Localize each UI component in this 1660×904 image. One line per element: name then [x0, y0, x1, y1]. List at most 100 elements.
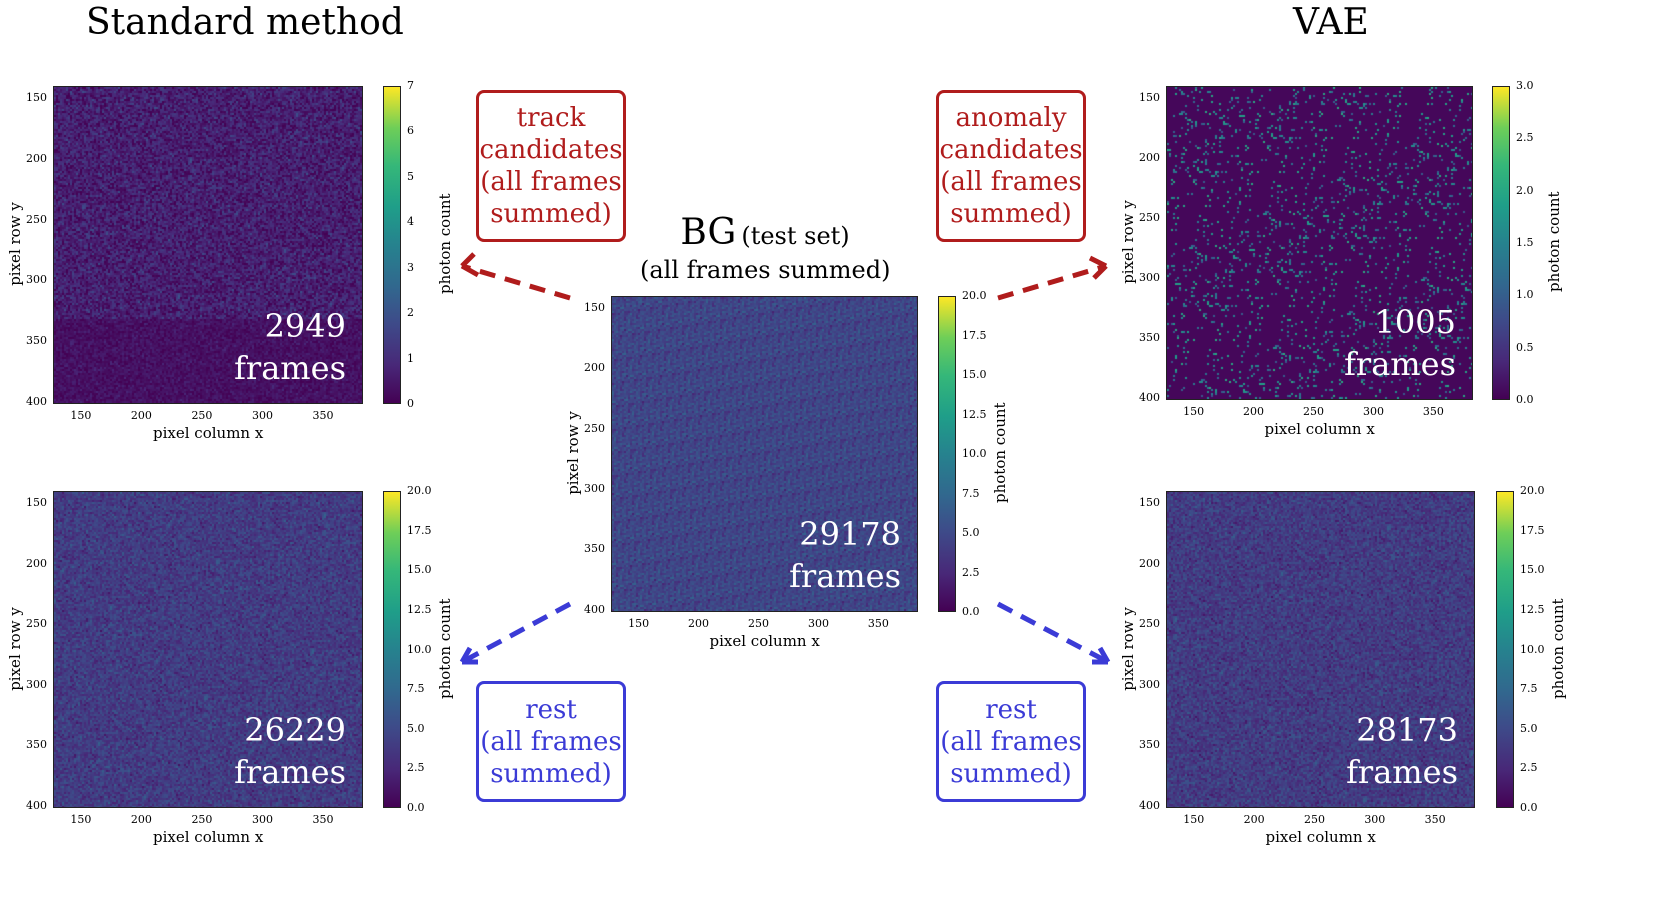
- colorbar-label: photon count: [436, 193, 454, 294]
- colorbar-tick-label: 7: [407, 79, 414, 92]
- frame-count-value: 29178: [799, 515, 901, 553]
- arrow-to-rest-right: [996, 601, 1111, 665]
- colorbar-tick-label: 5.0: [962, 526, 980, 539]
- colorbar-tick-label: 15.0: [962, 368, 987, 381]
- y-tick-label: 250: [1139, 210, 1160, 224]
- colorbar-tick-label: 17.5: [1520, 523, 1545, 537]
- colorbar-tick-label: 0.0: [962, 605, 980, 618]
- colorbar-tick-label: 10.0: [407, 642, 432, 656]
- colorbar-tick-label: 12.5: [407, 602, 432, 616]
- vae-heading: VAE: [1293, 2, 1369, 43]
- arrow-to-anomaly-candidates: [997, 255, 1108, 301]
- x-tick-label: 200: [1243, 813, 1265, 826]
- y-axis-label: pixel row y: [1119, 200, 1137, 284]
- center-heatmap: 29178 frames: [611, 296, 918, 612]
- colorbar-tick-label: 20.0: [1520, 484, 1545, 497]
- frames-word: frames: [234, 753, 346, 791]
- frame-count-label: 2949 frames: [234, 305, 346, 389]
- frame-count-value: 26229: [244, 711, 346, 749]
- y-tick-label: 300: [584, 481, 605, 495]
- y-axis-label: pixel row y: [6, 606, 24, 691]
- colorbar-tick-label: 2.5: [407, 761, 425, 775]
- y-tick-label: 350: [584, 542, 605, 556]
- x-tick-label: 250: [191, 409, 213, 422]
- frame-count-value: 2949: [264, 307, 346, 345]
- x-tick-label: 350: [867, 617, 889, 630]
- frames-word: frames: [234, 349, 346, 387]
- frame-count-value: 28173: [1356, 711, 1458, 749]
- frame-count-label: 29178 frames: [789, 513, 901, 597]
- y-tick-label: 150: [584, 301, 605, 315]
- y-tick-label: 200: [1139, 150, 1160, 164]
- colorbar-tick-label: 0.0: [1516, 393, 1534, 406]
- x-tick-label: 150: [1183, 813, 1205, 826]
- x-tick-label: 300: [251, 409, 273, 422]
- colorbar-label: photon count: [1545, 191, 1563, 292]
- test-set-label: (test set): [741, 222, 850, 250]
- x-tick-label: 150: [70, 409, 92, 422]
- y-tick-label: 150: [26, 496, 47, 510]
- colorbar: [938, 296, 956, 612]
- x-axis-label: pixel column x: [153, 828, 264, 846]
- y-tick-label: 400: [584, 602, 605, 616]
- x-tick-label: 150: [1183, 405, 1205, 418]
- y-tick-label: 200: [1139, 556, 1160, 570]
- frame-count-label: 26229 frames: [234, 709, 346, 793]
- colorbar-label: photon count: [1549, 597, 1567, 699]
- y-tick-label: 300: [26, 677, 47, 691]
- x-tick-label: 300: [1364, 813, 1386, 826]
- colorbar-tick-label: 15.0: [1520, 563, 1545, 577]
- x-tick-label: 350: [1422, 405, 1444, 418]
- colorbar-tick-label: 20.0: [407, 484, 432, 497]
- x-tick-label: 300: [807, 617, 829, 630]
- colorbar-tick-label: 6: [407, 124, 414, 138]
- x-tick-label: 250: [748, 617, 769, 630]
- x-tick-label: 200: [130, 813, 152, 826]
- x-tick-label: 350: [1424, 813, 1446, 826]
- colorbar-tick-label: 1: [407, 351, 414, 365]
- colorbar-tick-label: 1.0: [1516, 288, 1534, 302]
- arrow-to-track-candidates: [460, 252, 571, 301]
- x-axis-label: pixel column x: [1264, 420, 1375, 438]
- y-axis-label: pixel row y: [6, 202, 24, 286]
- y-tick-label: 300: [26, 273, 47, 287]
- y-tick-label: 300: [1139, 270, 1160, 284]
- y-tick-label: 350: [26, 333, 47, 347]
- x-tick-label: 250: [1303, 813, 1325, 826]
- y-tick-label: 200: [26, 556, 47, 570]
- y-tick-label: 350: [1139, 738, 1160, 752]
- x-tick-label: 200: [1243, 405, 1265, 418]
- bg-label: BG: [680, 212, 737, 253]
- x-tick-label: 150: [70, 813, 92, 826]
- colorbar-tick-label: 15.0: [407, 563, 432, 577]
- colorbar-tick-label: 3: [407, 260, 414, 274]
- colorbar-tick-label: 12.5: [962, 407, 987, 421]
- y-tick-label: 250: [1139, 617, 1160, 631]
- y-tick-label: 400: [1139, 390, 1160, 404]
- rest-right-box: rest (all frames summed): [936, 681, 1086, 802]
- std-top-heatmap: 2949 frames: [53, 86, 363, 404]
- y-tick-label: 300: [1139, 677, 1160, 691]
- x-tick-label: 350: [312, 409, 334, 422]
- x-tick-label: 300: [1362, 405, 1384, 418]
- y-axis-label: pixel row y: [564, 411, 582, 495]
- colorbar-tick-label: 2.5: [962, 565, 980, 579]
- colorbar-tick-label: 3.0: [1516, 79, 1534, 92]
- vae-bottom-heatmap: 28173 frames: [1166, 491, 1475, 808]
- frames-word: frames: [1344, 345, 1456, 383]
- colorbar: [1492, 86, 1510, 400]
- frame-count-label: 28173 frames: [1346, 709, 1458, 793]
- colorbar-label: photon count: [436, 597, 454, 699]
- x-tick-label: 300: [251, 813, 273, 826]
- heatmap-noise: [54, 87, 362, 403]
- colorbar: [1496, 491, 1514, 808]
- y-tick-label: 150: [1139, 496, 1160, 510]
- colorbar: [383, 491, 401, 808]
- y-tick-label: 400: [1139, 798, 1160, 812]
- frame-count-value: 1005: [1374, 303, 1456, 341]
- heatmap-noise: [1167, 87, 1472, 399]
- colorbar-tick-label: 12.5: [1520, 602, 1545, 616]
- x-tick-label: 350: [312, 813, 334, 826]
- colorbar-tick-label: 7.5: [1520, 682, 1538, 696]
